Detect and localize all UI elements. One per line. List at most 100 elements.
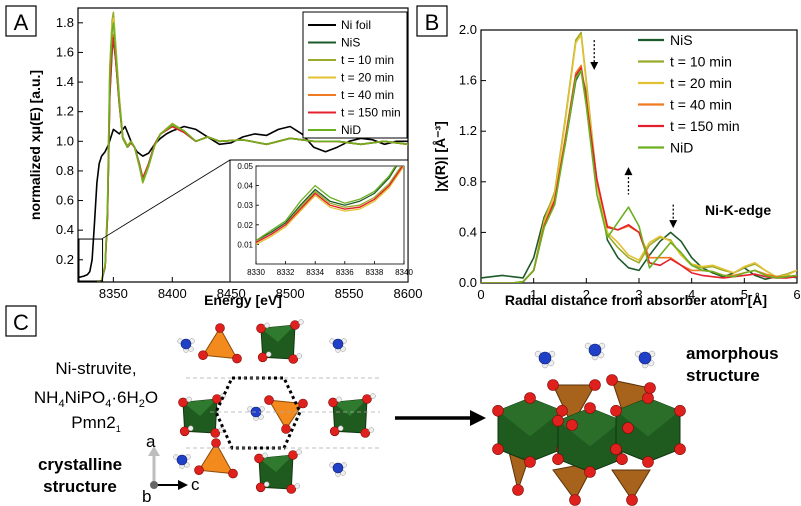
phosphate-tetrahedron-body (202, 327, 238, 360)
oxygen-atom (264, 395, 274, 405)
phosphate-tetrahedron-body (268, 399, 304, 430)
oxygen-atom (286, 484, 297, 494)
ammonium-ion (634, 350, 656, 369)
oxygen-atom (512, 484, 524, 496)
panel-b-legend-label: t = 10 min (670, 54, 732, 70)
panel-a-zoom-connector (101, 159, 231, 240)
panel-b: B 0 1 2 3 4 5 6 0.0 0.4 0.8 1.2 1.6 2.0 Radial distan… (416, 5, 801, 308)
oxygen-atom (524, 392, 536, 404)
oxygen-atom (569, 494, 581, 506)
oxygen-atom (606, 374, 618, 386)
panel-b-legend-label: NiD (670, 140, 693, 156)
hydrogen-atom (264, 322, 270, 329)
axis-b-label: b (142, 487, 151, 506)
panel-b-y-tick-label: 1.2 (459, 123, 477, 138)
nitrogen-atom (588, 343, 602, 357)
ammonium-ion (177, 338, 195, 353)
panel-a-inset-x-tick-label: 8340 (395, 268, 413, 277)
panel-b-y-tick-label: 0.0 (459, 275, 477, 290)
oxygen-atom (256, 323, 266, 334)
panel-b-x-tick-label: 4 (688, 287, 695, 302)
panel-a-y-tick-label: 1.6 (56, 44, 74, 59)
panel-b-arrow-third-shell-head (669, 220, 678, 229)
panel-a-inset-series-group (256, 166, 404, 245)
panel-b-y-tick-label: 2.0 (459, 22, 477, 37)
panel-a-series-line-nid (96, 21, 408, 282)
oxygen-atom (547, 379, 559, 391)
hydrogen-atom (294, 483, 301, 489)
panel-a-y-tick-label: 0.8 (56, 163, 74, 178)
crystal-axes: a b c (142, 432, 200, 506)
oxygen-atom (228, 468, 238, 479)
panel-b-series-line-nid (481, 69, 797, 283)
nickel-octahedron-face (498, 398, 562, 437)
phosphate-tetrahedron (264, 395, 308, 434)
panel-a-zoom-rect (78, 238, 104, 282)
oxygen-atom (626, 494, 638, 506)
panel-c-letter: C (13, 310, 29, 335)
oxygen-atom (178, 397, 188, 408)
panel-a-inset-plot-frame (255, 165, 405, 265)
panel-a-inset-series-line (256, 166, 404, 243)
oxygen-atom (298, 398, 308, 409)
panel-a-y-tick-label: 1.2 (56, 104, 74, 119)
oxygen-atom (584, 402, 596, 414)
hydrogen-atom (186, 396, 192, 403)
nitrogen-atom (332, 462, 344, 474)
struvite-formula: NH4NiPO4·6H2O (34, 388, 158, 410)
panel-a-x-tick-label: 8450 (217, 286, 246, 301)
nitrogen-atom (538, 351, 552, 365)
panel-a-inset: 8330 8332 8334 8336 8338 8340 0.01 0.02 0.03 0.04… (229, 159, 413, 283)
oxygen-atom (288, 450, 298, 460)
panel-a-inset-series-line (256, 166, 398, 242)
panel-a-legend-label: t = 10 min (341, 53, 394, 67)
nitrogen-atom (332, 338, 344, 350)
oxygen-atom (215, 323, 225, 333)
panel-b-y-axis-title: |χ(R)| [Å⁻³] (432, 121, 448, 192)
hydrogen-atom (262, 452, 268, 459)
panel-a-inset-box (229, 159, 409, 283)
nitrogen-atom (180, 338, 192, 350)
oxygen-atom (644, 382, 656, 394)
phosphate-tetrahedron (552, 384, 596, 427)
panel-b-x-axis-title: Radial distance from absorber atom [Å] (505, 292, 767, 308)
panel-b-x-tick-label: 0 (477, 287, 484, 302)
panel-a-letter: A (14, 10, 29, 35)
oxygen-atom (232, 353, 242, 364)
nickel-octahedron (328, 393, 376, 438)
oxygen-atom (616, 453, 628, 466)
oxygen-atom (642, 392, 654, 404)
oxygen-atom (552, 414, 564, 427)
oxygen-atom (281, 424, 291, 434)
hydrogen-atom (258, 414, 264, 420)
panel-a-inset-y-tick-label: 0.05 (237, 162, 253, 171)
axis-a-arrowhead (148, 446, 160, 456)
panel-b-legend-label: t = 20 min (670, 75, 732, 91)
panel-a-x-tick-label: 8400 (158, 286, 187, 301)
nickel-octahedron (256, 319, 304, 364)
panel-b-y-tick-label: 1.6 (459, 73, 477, 88)
panel-b-x-tick-label: 3 (635, 287, 642, 302)
phosphate-tetrahedron (198, 323, 242, 364)
panel-a-y-tick-label: 0.6 (56, 193, 74, 208)
oxygen-atom (288, 354, 299, 364)
phosphate-tetrahedron (194, 438, 238, 479)
nickel-octahedron-face (616, 398, 680, 437)
nitrogen-atom (638, 351, 652, 365)
panel-b-legend-label: t = 150 min (670, 118, 740, 134)
oxygen-atom (642, 456, 654, 468)
panel-b-letter-box (416, 5, 448, 37)
oxygen-atom (254, 453, 264, 464)
space-group: Pmn21 (71, 413, 120, 434)
ammonium-ion (173, 454, 191, 469)
hydrogen-atom (188, 346, 194, 352)
hydrogen-atom (263, 481, 270, 488)
struvite-name: Ni-struvite, (55, 359, 136, 378)
oxygen-atom (566, 419, 578, 431)
oxygen-atom (492, 443, 504, 456)
hydrogen-atom (296, 353, 303, 359)
ammonium-ion (584, 342, 606, 361)
oxygen-atom (360, 428, 371, 438)
panel-a-y-axis-title: normalized xμ(E) [a.u.] (27, 70, 43, 220)
oxygen-atom (589, 379, 601, 391)
